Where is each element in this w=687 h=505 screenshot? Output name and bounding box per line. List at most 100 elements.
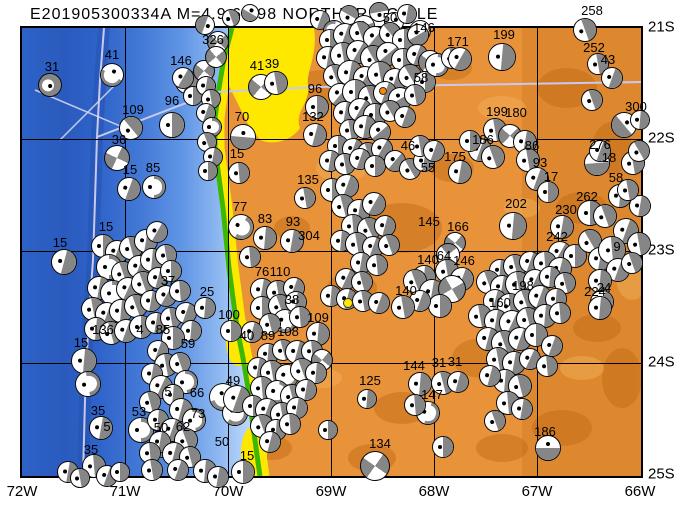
ball-depth-label: 62: [175, 418, 191, 434]
focal-mechanism-ball: [318, 420, 338, 440]
focal-mechanism-ball: [142, 175, 166, 199]
ball-depth-label: 77: [232, 198, 248, 214]
ball-depth-label: 96: [164, 92, 180, 108]
ball-depth-label: 180: [505, 104, 527, 120]
ball-depth-label: 186: [534, 423, 556, 439]
ball-depth-label: 15: [229, 145, 245, 161]
lat-label: 25S: [648, 465, 675, 483]
ball-depth-label: 230: [555, 201, 577, 217]
lat-label: 23S: [648, 241, 675, 259]
lat-label: 21S: [648, 18, 675, 36]
ball-depth-label: 304: [298, 227, 320, 243]
focal-mechanism-ball: [535, 435, 561, 461]
event-marker-dot: [379, 87, 387, 95]
ball-depth-label: 17: [543, 168, 559, 184]
ball-depth-label: 35: [83, 441, 99, 457]
focal-mechanism-ball: [113, 173, 145, 205]
ball-depth-label: 64: [436, 247, 452, 263]
ball-depth-label: 55: [420, 159, 436, 175]
ball-depth-label: 109: [307, 309, 329, 325]
ball-depth-label: 38: [284, 291, 300, 307]
ball-depth-label: 262: [576, 188, 598, 204]
focal-mechanism-ball: [537, 181, 559, 203]
ball-depth-label: 41: [249, 57, 265, 73]
focal-mechanism-ball: [72, 368, 104, 400]
focal-mechanism-ball: [219, 6, 243, 30]
ball-depth-label: 50: [382, 9, 398, 25]
ball-depth-label: 89: [260, 327, 276, 343]
fracture-line-2: [59, 81, 119, 141]
ball-depth-label: 198: [512, 277, 534, 293]
focal-mechanism-ball: [87, 414, 115, 442]
ball-depth-label: 108: [277, 323, 299, 339]
ball-depth-label: 35: [90, 402, 106, 418]
ball-depth-label: 166: [447, 218, 469, 234]
focal-mechanism-ball: [586, 294, 614, 322]
ball-depth-label: 224: [584, 283, 606, 299]
ball-depth-label: 140: [395, 282, 417, 298]
focal-mechanism-ball: [231, 460, 255, 484]
lon-label: 67W: [521, 483, 553, 500]
focal-mechanism-ball: [300, 120, 330, 150]
ball-depth-label: 46: [400, 137, 416, 153]
ball-depth-label: 15: [239, 447, 255, 463]
ball-depth-label: 18: [601, 149, 617, 165]
ball-depth-label: 140: [417, 251, 439, 267]
ball-depth-label: 24: [596, 279, 612, 295]
ball-depth-label: 146: [453, 252, 475, 268]
ball-depth-label: 171: [447, 33, 469, 49]
focal-mechanism-ball: [159, 112, 185, 138]
ball-depth-label: 58: [413, 69, 429, 85]
focal-mechanism-ball: [48, 246, 80, 278]
ball-depth-label: 66: [189, 384, 205, 400]
focal-mechanism-ball: [237, 0, 263, 26]
ball-depth-label: 76: [254, 263, 270, 279]
ball-depth-label: 5: [103, 418, 111, 434]
focal-mechanism-ball: [227, 161, 251, 185]
lon-label: 69W: [315, 483, 347, 500]
focal-mechanism-ball: [432, 436, 454, 458]
ball-depth-label: 199: [493, 26, 515, 42]
event-marker-dot: [343, 298, 353, 308]
focal-mechanism-ball: [354, 445, 396, 487]
ball-depth-label: 50: [153, 419, 169, 435]
ball-depth-label: 100: [218, 306, 240, 322]
grid-line-meridian: [434, 28, 435, 476]
grid-line-meridian: [228, 28, 229, 476]
grid-line-parallel: [22, 251, 641, 252]
lat-label: 22S: [648, 129, 675, 147]
ball-depth-label: 15: [73, 334, 89, 350]
ball-depth-label: 202: [505, 195, 527, 211]
ball-depth-label: 147: [421, 386, 443, 402]
lon-label: 71W: [109, 483, 141, 500]
ball-depth-label: 4: [136, 321, 144, 337]
focal-mechanism-ball: [95, 58, 129, 92]
ball-depth-label: 125: [359, 372, 381, 388]
focal-mechanism-ball: [292, 185, 318, 211]
ball-depth-label: 31: [447, 353, 463, 369]
focal-mechanism-ball: [198, 161, 218, 181]
ball-depth-label: 36: [111, 131, 127, 147]
ball-depth-label: 40: [239, 327, 255, 343]
ball-depth-label: 39: [264, 55, 280, 71]
ball-depth-label: 326: [202, 31, 224, 47]
ball-depth-label: 31: [44, 58, 60, 74]
ball-depth-label: 73: [190, 405, 206, 421]
ball-depth-label: 199: [486, 103, 508, 119]
ball-depth-label: 300: [625, 98, 647, 114]
ball-depth-label: 134: [369, 435, 391, 451]
ball-depth-label: 160: [489, 294, 511, 310]
focal-mechanism-ball: [486, 41, 518, 73]
lon-label: 68W: [418, 483, 450, 500]
focal-mechanism-ball: [36, 71, 64, 99]
focal-mechanism-ball: [497, 210, 529, 242]
ball-depth-label: 258: [581, 2, 603, 18]
ball-depth-label: 25: [199, 283, 215, 299]
ball-depth-label: 132: [302, 108, 324, 124]
ball-depth-label: 175: [444, 148, 466, 164]
ball-depth-label: 144: [403, 357, 425, 373]
ball-depth-label: 93: [285, 213, 301, 229]
ball-depth-label: 146: [170, 52, 192, 68]
ball-depth-label: 15: [52, 234, 68, 250]
